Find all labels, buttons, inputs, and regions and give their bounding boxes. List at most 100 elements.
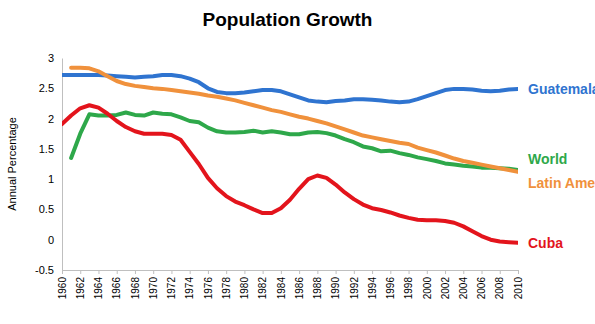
x-tick-mark	[98, 270, 99, 274]
x-tick: 2000	[422, 270, 433, 299]
x-tick: 1994	[367, 270, 378, 299]
x-tick-mark	[299, 270, 300, 274]
x-tick-label: 1970	[148, 277, 159, 300]
x-tick-label: 2004	[458, 277, 469, 300]
x-tick-mark	[244, 270, 245, 274]
y-tick: 3	[48, 52, 62, 64]
x-tick-mark	[390, 270, 391, 274]
x-tick-mark	[153, 270, 154, 274]
y-tick: 2.5	[39, 82, 62, 94]
x-tick-mark	[317, 270, 318, 274]
x-tick-mark	[190, 270, 191, 274]
x-tick: 1966	[111, 270, 122, 299]
y-axis: -0.5 0 0.5 1 1.5 2 2.5 3	[35, 52, 62, 276]
y-tick: 2	[48, 113, 62, 125]
x-tick-label: 1998	[403, 277, 414, 300]
x-tick-label: 1974	[184, 277, 195, 300]
x-tick-mark	[500, 270, 501, 274]
x-tick-label: 1984	[276, 277, 287, 300]
x-tick: 1964	[93, 270, 104, 299]
series-label: Cuba	[528, 235, 563, 251]
y-tick: 0.5	[39, 203, 62, 215]
x-tick-mark	[518, 270, 519, 274]
chart-svg: -0.5 0 0.5 1 1.5 2 2.5 3 1960 1962 1964 1966 1968 197…	[0, 0, 595, 324]
y-axis-line	[62, 59, 63, 271]
x-tick: 2002	[440, 270, 451, 299]
series-label: World	[528, 151, 567, 167]
x-tick: 1990	[330, 270, 341, 299]
x-tick-label: 1968	[130, 277, 141, 300]
x-tick-label: 2010	[513, 277, 524, 300]
x-tick: 1998	[403, 270, 414, 299]
x-tick: 1988	[312, 270, 323, 299]
x-tick-label: 1980	[239, 277, 250, 300]
series-line	[71, 68, 518, 172]
x-tick-label: 1962	[75, 277, 86, 300]
x-tick-label: 1988	[312, 277, 323, 300]
x-tick-label: 1966	[111, 277, 122, 300]
x-tick-label: 2008	[494, 277, 505, 300]
x-tick-label: 1972	[166, 277, 177, 300]
x-tick: 1996	[385, 270, 396, 299]
x-tick: 1970	[148, 270, 159, 299]
plot-area: -0.5 0 0.5 1 1.5 2 2.5 3 1960 1962 1964 1966 1968 197…	[35, 52, 524, 299]
y-tick-label: -0.5	[35, 264, 54, 276]
x-tick-mark	[482, 270, 483, 274]
x-tick: 2004	[458, 270, 469, 299]
x-tick: 1982	[257, 270, 268, 299]
series-labels: Guatemala World Latin America Cuba	[528, 81, 595, 251]
x-tick: 1972	[166, 270, 177, 299]
x-tick-mark	[80, 270, 81, 274]
y-tick-label: 2	[48, 113, 54, 125]
x-tick-label: 2006	[476, 277, 487, 300]
x-tick-mark	[117, 270, 118, 274]
x-tick-label: 1978	[221, 277, 232, 300]
x-tick: 1974	[184, 270, 195, 299]
series-label: Latin America	[528, 175, 595, 191]
x-tick-mark	[445, 270, 446, 274]
series-line	[62, 75, 518, 102]
x-tick-label: 1992	[349, 277, 360, 300]
chart-title: Population Growth	[203, 9, 373, 30]
x-tick-label: 1982	[257, 277, 268, 300]
y-axis-title: Annual Percentage	[6, 117, 18, 211]
x-tick-mark	[263, 270, 264, 274]
x-tick-label: 2002	[440, 277, 451, 300]
y-tick: 1	[48, 173, 62, 185]
x-tick: 1968	[130, 270, 141, 299]
y-tick: -0.5	[35, 264, 62, 276]
x-tick-mark	[336, 270, 337, 274]
x-tick-mark	[354, 270, 355, 274]
series-label: Guatemala	[528, 81, 595, 97]
x-axis: 1960 1962 1964 1966 1968 1970 1972 1974 1976 1978…	[57, 270, 524, 299]
x-tick-mark	[208, 270, 209, 274]
lines	[62, 68, 518, 243]
y-tick-label: 0.5	[39, 203, 54, 215]
series-line	[62, 105, 518, 242]
x-tick-label: 1976	[203, 277, 214, 300]
chart-container: -0.5 0 0.5 1 1.5 2 2.5 3 1960 1962 1964 1966 1968 197…	[0, 0, 595, 324]
x-tick: 1980	[239, 270, 250, 299]
x-tick-mark	[409, 270, 410, 274]
series-line	[71, 113, 518, 171]
x-tick: 1986	[294, 270, 305, 299]
x-tick: 1984	[276, 270, 287, 299]
x-tick: 1960	[57, 270, 68, 299]
y-tick-label: 2.5	[39, 82, 54, 94]
y-tick-label: 3	[48, 52, 54, 64]
x-tick: 1992	[349, 270, 360, 299]
x-tick: 2010	[513, 270, 524, 299]
x-tick-label: 2000	[422, 277, 433, 300]
x-tick-label: 1960	[57, 277, 68, 300]
y-tick-label: 1.5	[39, 143, 54, 155]
y-tick: 1.5	[39, 143, 62, 155]
x-tick: 2008	[494, 270, 505, 299]
x-tick-label: 1996	[385, 277, 396, 300]
y-tick-label: 1	[48, 173, 54, 185]
x-tick-label: 1994	[367, 277, 378, 300]
x-tick-mark	[427, 270, 428, 274]
x-tick-mark	[171, 270, 172, 274]
x-tick-mark	[135, 270, 136, 274]
x-tick: 2006	[476, 270, 487, 299]
y-tick: 0	[48, 234, 62, 246]
